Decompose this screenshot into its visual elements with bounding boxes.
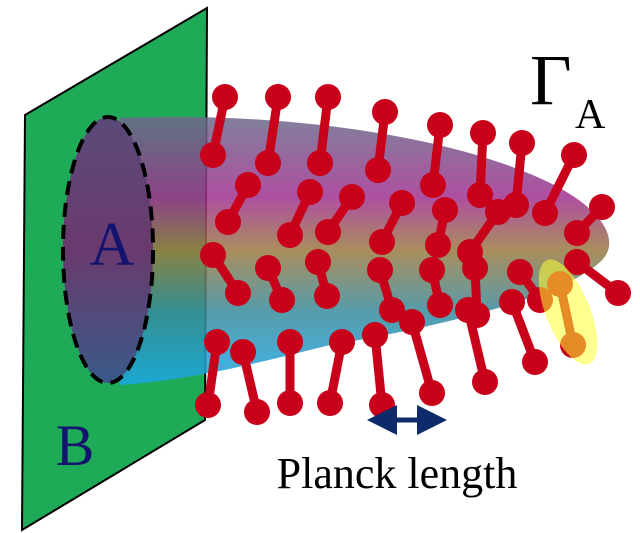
spin bbox=[255, 150, 281, 176]
label-a: A bbox=[90, 211, 135, 279]
spin bbox=[215, 209, 241, 235]
label-gamma: Γ bbox=[530, 40, 572, 120]
spin bbox=[420, 172, 446, 198]
spin bbox=[432, 197, 458, 223]
spin bbox=[255, 255, 281, 281]
spin bbox=[389, 190, 415, 216]
spin bbox=[455, 297, 481, 323]
spin bbox=[470, 120, 496, 146]
spin bbox=[372, 99, 398, 125]
spin bbox=[509, 130, 535, 156]
spin bbox=[427, 112, 453, 138]
spin bbox=[225, 280, 251, 306]
spin bbox=[522, 349, 548, 375]
spin bbox=[200, 242, 226, 268]
spin bbox=[605, 280, 631, 306]
label-b: B bbox=[56, 413, 95, 478]
spin bbox=[419, 257, 445, 283]
spin bbox=[561, 142, 587, 168]
spin bbox=[315, 84, 341, 110]
spin bbox=[297, 179, 323, 205]
planck-label: Planck length bbox=[277, 449, 518, 498]
spin bbox=[305, 249, 331, 275]
spin bbox=[472, 369, 498, 395]
spin bbox=[277, 222, 303, 248]
spin bbox=[265, 84, 291, 110]
spin bbox=[399, 309, 425, 335]
spin bbox=[277, 329, 303, 355]
spin bbox=[362, 322, 388, 348]
spin bbox=[507, 259, 533, 285]
spin bbox=[230, 339, 256, 365]
spin bbox=[462, 255, 488, 281]
spin bbox=[315, 219, 341, 245]
entanglement-tube bbox=[120, 117, 609, 385]
spin bbox=[204, 329, 230, 355]
spin bbox=[365, 157, 391, 183]
spin bbox=[200, 142, 226, 168]
spin bbox=[369, 392, 395, 418]
spin bbox=[235, 172, 261, 198]
spin bbox=[589, 194, 615, 220]
spin bbox=[244, 399, 270, 425]
spin bbox=[564, 220, 590, 246]
diagram: A B Γ A Planck length bbox=[0, 0, 640, 533]
spin bbox=[499, 289, 525, 315]
spin bbox=[369, 229, 395, 255]
spin bbox=[329, 329, 355, 355]
spin bbox=[277, 390, 303, 416]
spin bbox=[367, 257, 393, 283]
label-gamma-subscript: A bbox=[575, 92, 606, 138]
spin bbox=[485, 199, 511, 225]
spin bbox=[425, 232, 451, 258]
spin bbox=[427, 292, 453, 318]
spin bbox=[339, 184, 365, 210]
spin bbox=[419, 380, 445, 406]
spin bbox=[195, 392, 221, 418]
spin bbox=[269, 287, 295, 313]
spin bbox=[212, 84, 238, 110]
spin bbox=[314, 283, 340, 309]
spin bbox=[307, 150, 333, 176]
spin bbox=[532, 200, 558, 226]
spin bbox=[317, 390, 343, 416]
